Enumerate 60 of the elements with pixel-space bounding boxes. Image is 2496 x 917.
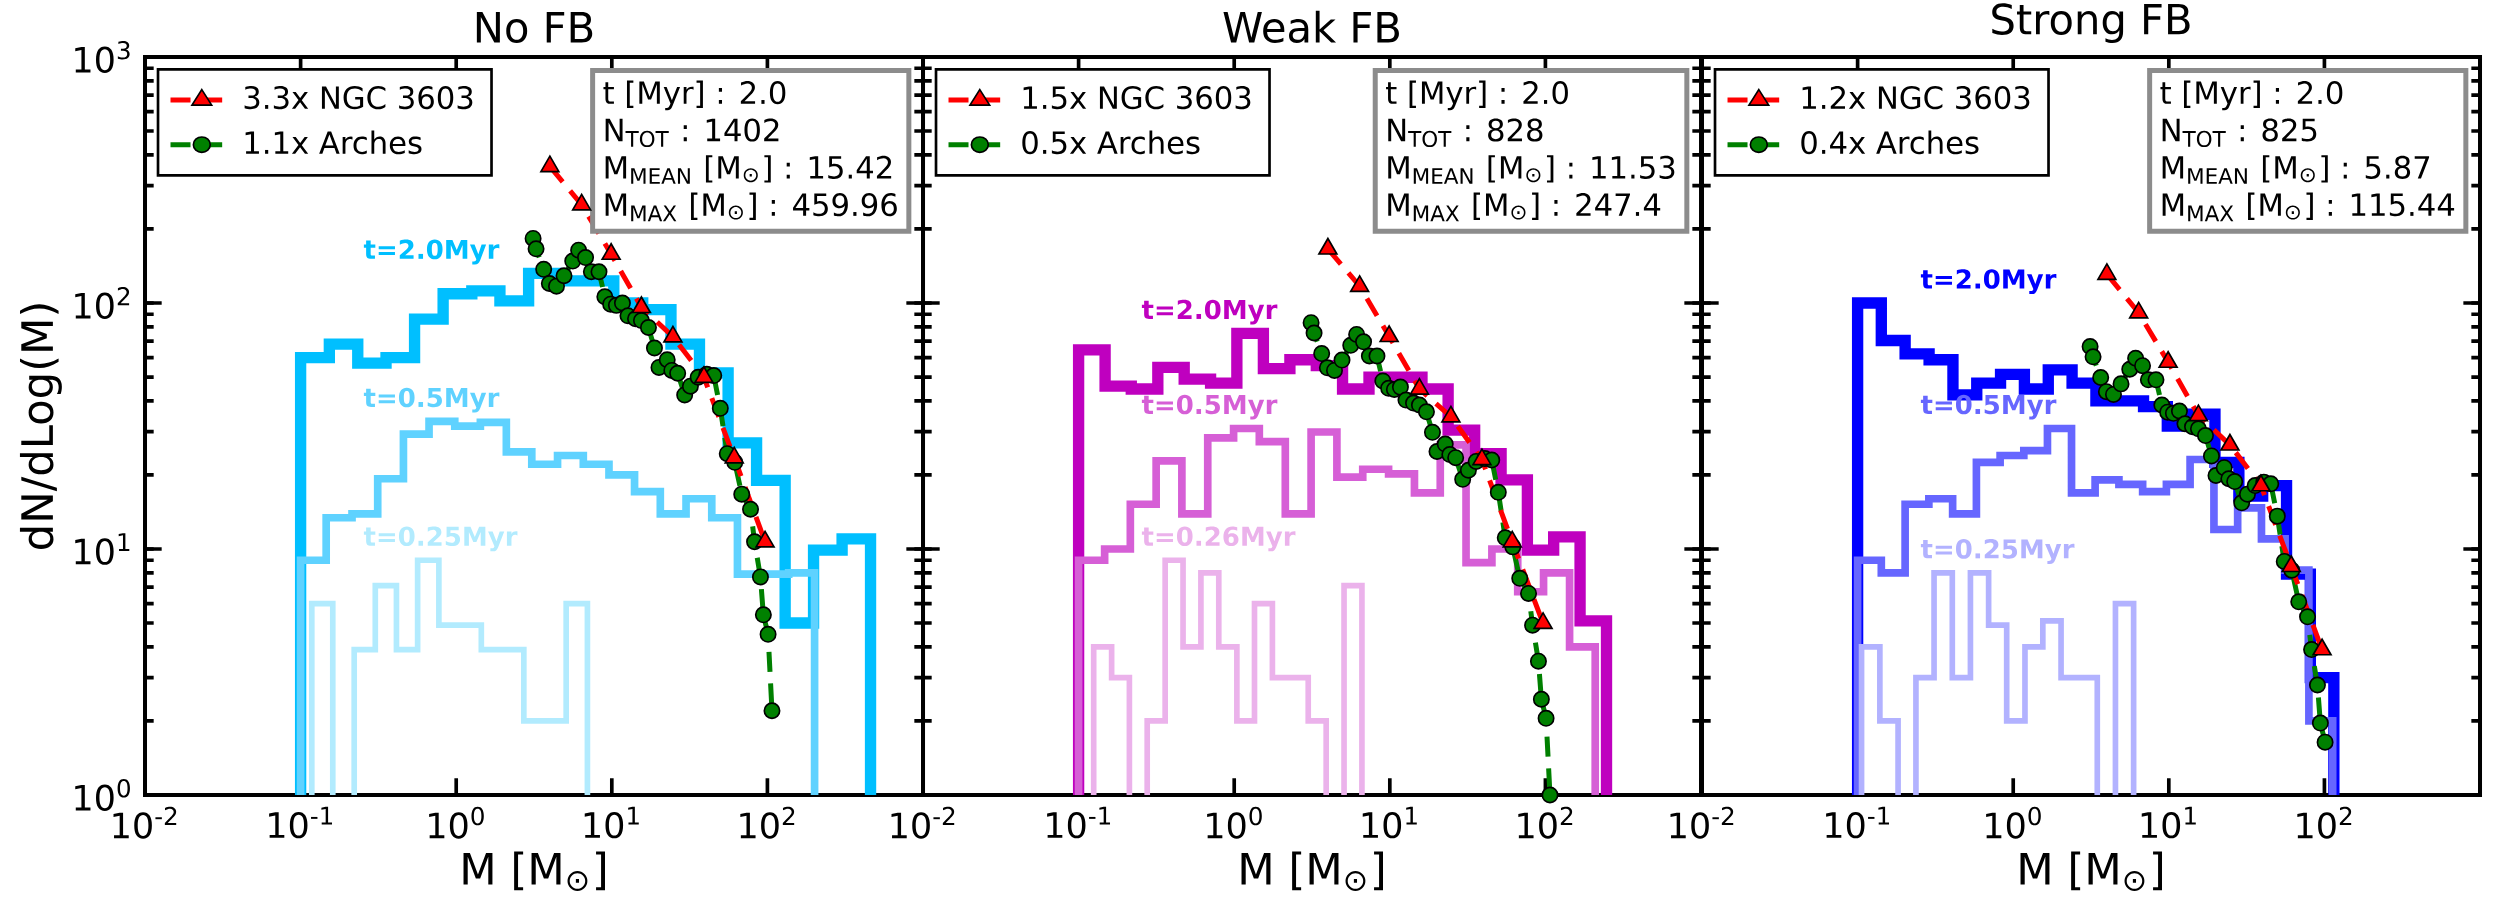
series-label: t=2.0Myr <box>363 239 500 265</box>
point <box>2112 375 2130 393</box>
point <box>2084 348 2102 366</box>
series-label: t=0.26Myr <box>1141 526 1296 552</box>
annotation: M$_{MAX}$ [M$_{⊙}$] : 247.4 <box>1388 192 1661 222</box>
x-tick-label: 10$^{0}$ <box>1207 806 1262 839</box>
x-tick-label: 10$^{2}$ <box>740 806 795 839</box>
legend-label: 1.2x NGC 3603 <box>1802 86 2030 110</box>
series-label: t=2.0Myr <box>1920 269 2057 295</box>
annotation: t [Myr] : 2.0 <box>1386 80 1568 111</box>
annotation: M$_{MEAN}$ [M$_{⊙}$] : 11.53 <box>1388 155 1675 184</box>
series-label: t=0.25Myr <box>1920 539 2075 564</box>
legend-label: 1.5x NGC 3603 <box>1023 86 1251 110</box>
legend-label: 0.5x Arches <box>1022 130 1200 155</box>
annotation: N$_{TOT}$ : 828 <box>1388 118 1543 148</box>
series-label: t=2.0Myr <box>1141 299 1278 325</box>
annotation: M$_{MEAN}$ [M$_{⊙}$] : 5.87 <box>2162 155 2430 184</box>
annotation: t [Myr] : 2.0 <box>603 80 786 111</box>
series-label: t=0.5Myr <box>363 387 500 413</box>
annotation: N$_{TOT}$ : 1402 <box>605 118 779 148</box>
chart-title: No FB <box>476 12 593 43</box>
annotation: M$_{MEAN}$ [M$_{⊙}$] : 15.42 <box>605 155 892 184</box>
point <box>2268 507 2286 525</box>
legend-label: 1.1x Arches <box>245 130 422 155</box>
x-tick-label: 10$^{2}$ <box>1518 806 1573 839</box>
x-tick-label: 10$^{-1}$ <box>1047 806 1111 839</box>
legend-label: 0.4x Arches <box>1801 130 1979 155</box>
x-tick-label: 10$^{1}$ <box>1362 806 1417 839</box>
x-tick-label: 10$^{2}$ <box>2297 806 2352 839</box>
annotation: M$_{MAX}$ [M$_{⊙}$] : 115.44 <box>2162 192 2455 222</box>
x-tick-label: 10$^{1}$ <box>584 806 639 839</box>
series-label: t=0.25Myr <box>363 526 518 552</box>
x-tick-label: 10$^{0}$ <box>429 806 484 839</box>
x-axis-title: M [M$_{⊙}$] <box>463 851 605 891</box>
point <box>2290 593 2308 611</box>
x-tick-label: 10$^{-1}$ <box>1826 806 1890 839</box>
x-tick-label: 10$^{-2}$ <box>891 806 955 839</box>
series-label: t=0.5Myr <box>1920 394 2057 420</box>
y-tick-label: 10$^{3}$ <box>75 41 130 73</box>
x-tick-label: 10$^{1}$ <box>2141 806 2196 839</box>
x-tick-label: 10$^{0}$ <box>1986 806 2041 839</box>
chart-title: Weak FB <box>1223 10 1399 43</box>
annotation: N$_{TOT}$ : 825 <box>2162 118 2317 148</box>
y-tick-label: 10$^{1}$ <box>75 533 130 565</box>
point <box>2170 402 2188 420</box>
annotation: t [Myr] : 2.0 <box>2160 80 2343 111</box>
x-tick-label: 10$^{-2}$ <box>1670 806 1734 839</box>
point <box>2196 427 2214 445</box>
point <box>2202 447 2220 465</box>
point <box>2092 368 2110 386</box>
x-tick-label: 10$^{-1}$ <box>269 806 333 839</box>
point <box>2308 676 2326 694</box>
chart-title: Strong FB <box>1992 3 2190 43</box>
annotation: M$_{MAX}$ [M$_{⊙}$] : 459.96 <box>605 192 897 222</box>
y-axis-title: dN/dLog(M) <box>19 304 62 549</box>
x-axis-title: M [M$_{⊙}$] <box>2020 851 2162 891</box>
legend-label: 3.3x NGC 3603 <box>244 86 473 110</box>
y-tick-label: 10$^{2}$ <box>75 287 130 319</box>
series-label: t=0.5Myr <box>1141 394 1278 420</box>
x-axis-title: M [M$_{⊙}$] <box>1241 851 1383 891</box>
